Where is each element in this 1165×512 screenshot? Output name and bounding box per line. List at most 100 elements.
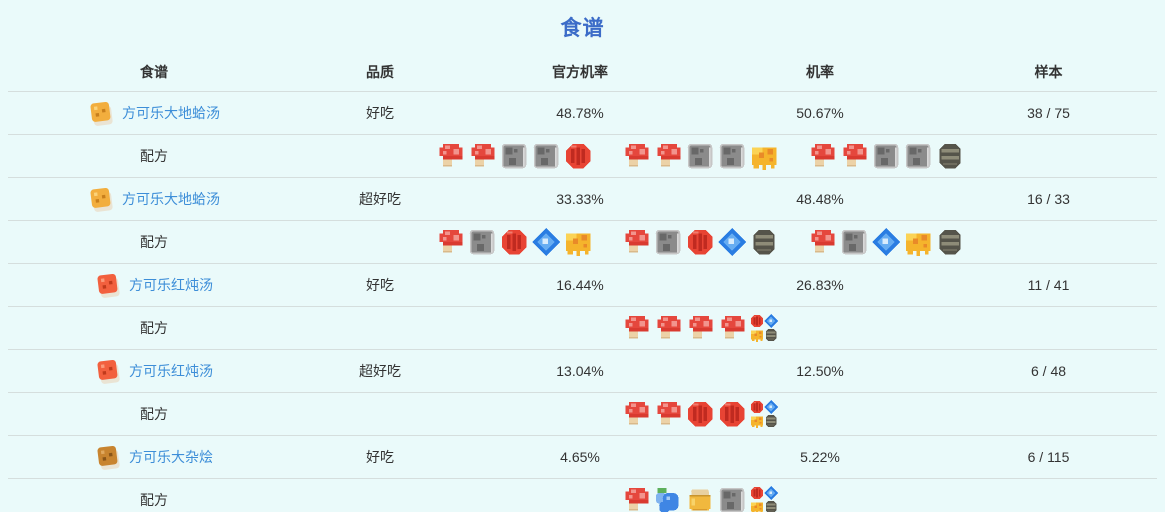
red-berry-icon[interactable] — [686, 228, 714, 256]
gem-icon[interactable] — [718, 228, 746, 256]
combo-icon[interactable] — [750, 486, 778, 512]
slab-icon[interactable] — [904, 142, 932, 170]
dish-red-icon[interactable] — [95, 272, 122, 299]
recipe-row: 方可乐大地蛤汤 好吃 48.78% 50.67% 38 / 75 — [8, 91, 1157, 135]
mushroom-icon[interactable] — [654, 400, 682, 428]
formula-row: 配方 — [8, 478, 1157, 512]
quality-cell: 超好吃 — [300, 177, 460, 221]
empty-sample-cell — [940, 478, 1157, 512]
ingredients-cell — [460, 392, 940, 436]
dish-orange-icon[interactable] — [88, 100, 115, 127]
combo-icon[interactable] — [750, 314, 778, 342]
formula-label: 配方 — [140, 406, 168, 422]
slab-icon[interactable] — [718, 142, 746, 170]
ingredients-cell — [460, 306, 940, 350]
empty-quality-cell — [300, 392, 460, 436]
recipe-link[interactable]: 方可乐大杂烩 — [129, 449, 213, 465]
blueberry-icon[interactable] — [654, 486, 682, 512]
slab-icon[interactable] — [686, 142, 714, 170]
recipe-link[interactable]: 方可乐大地蛤汤 — [122, 105, 220, 121]
empty-quality-cell — [300, 478, 460, 512]
column-header-official: 官方机率 — [460, 54, 700, 92]
coal-icon[interactable] — [936, 142, 964, 170]
gem-icon[interactable] — [872, 228, 900, 256]
recipe-name-cell: 方可乐红炖汤 — [8, 349, 300, 393]
mushroom-icon[interactable] — [808, 142, 836, 170]
recipe-name-cell: 方可乐红炖汤 — [8, 263, 300, 307]
red-berry-icon[interactable] — [564, 142, 592, 170]
recipe-link[interactable]: 方可乐红炖汤 — [129, 277, 213, 293]
slab-icon[interactable] — [654, 228, 682, 256]
page-title: 食谱 — [560, 17, 605, 40]
recipe-row: 方可乐红炖汤 超好吃 13.04% 12.50% 6 / 48 — [8, 349, 1157, 393]
mushroom-icon[interactable] — [840, 142, 868, 170]
rate-cell: 5.22% — [700, 435, 940, 479]
pot-icon[interactable] — [686, 486, 714, 512]
dish-brown-icon[interactable] — [95, 444, 122, 471]
mushroom-icon[interactable] — [436, 142, 464, 170]
official-rate-cell: 33.33% — [460, 177, 700, 221]
mushroom-icon[interactable] — [622, 142, 650, 170]
mushroom-icon[interactable] — [622, 228, 650, 256]
coal-icon[interactable] — [936, 228, 964, 256]
ingredient-group — [622, 314, 778, 342]
slab-icon[interactable] — [872, 142, 900, 170]
rate-cell: 50.67% — [700, 91, 940, 135]
red-berry-icon[interactable] — [718, 400, 746, 428]
mushroom-icon[interactable] — [808, 228, 836, 256]
mushroom-icon[interactable] — [622, 314, 650, 342]
mushroom-icon[interactable] — [654, 314, 682, 342]
empty-sample-cell — [940, 134, 1157, 178]
mushroom-icon[interactable] — [436, 228, 464, 256]
recipe-link[interactable]: 方可乐红炖汤 — [129, 363, 213, 379]
rate-cell: 12.50% — [700, 349, 940, 393]
coal-icon[interactable] — [750, 228, 778, 256]
official-rate-cell: 4.65% — [460, 435, 700, 479]
formula-label-cell: 配方 — [8, 220, 300, 264]
formula-row: 配方 — [8, 392, 1157, 436]
slab-icon[interactable] — [468, 228, 496, 256]
honey-icon[interactable] — [750, 142, 778, 170]
honey-icon[interactable] — [564, 228, 592, 256]
empty-quality-cell — [300, 134, 460, 178]
mushroom-icon[interactable] — [468, 142, 496, 170]
mushroom-icon[interactable] — [654, 142, 682, 170]
slab-icon[interactable] — [532, 142, 560, 170]
mushroom-icon[interactable] — [686, 314, 714, 342]
mushroom-icon[interactable] — [718, 314, 746, 342]
honey-icon[interactable] — [904, 228, 932, 256]
slab-icon[interactable] — [500, 142, 528, 170]
ingredient-group — [622, 400, 778, 428]
combo-icon[interactable] — [750, 400, 778, 428]
mushroom-icon[interactable] — [622, 486, 650, 512]
formula-label: 配方 — [140, 148, 168, 164]
ingredient-group — [622, 228, 778, 256]
ingredients-cell — [460, 134, 940, 178]
slab-icon[interactable] — [840, 228, 868, 256]
quality-cell: 超好吃 — [300, 349, 460, 393]
quality-cell: 好吃 — [300, 263, 460, 307]
red-berry-icon[interactable] — [686, 400, 714, 428]
rate-cell: 48.48% — [700, 177, 940, 221]
ingredient-group — [436, 142, 592, 170]
recipe-name-cell: 方可乐大地蛤汤 — [8, 177, 300, 221]
formula-row: 配方 — [8, 134, 1157, 178]
empty-sample-cell — [940, 392, 1157, 436]
gem-icon[interactable] — [532, 228, 560, 256]
formula-label-cell: 配方 — [8, 478, 300, 512]
sample-cell: 16 / 33 — [940, 177, 1157, 221]
empty-sample-cell — [940, 220, 1157, 264]
dish-red-icon[interactable] — [95, 358, 122, 385]
column-header-quality: 品质 — [300, 54, 460, 92]
formula-row: 配方 — [8, 220, 1157, 264]
column-header-recipe: 食谱 — [8, 54, 300, 92]
red-berry-icon[interactable] — [500, 228, 528, 256]
slab-icon[interactable] — [718, 486, 746, 512]
recipe-table: 食谱 品质 官方机率 机率 样本 方可乐大地蛤汤 好吃 48.78% 50.67% 38 / 7… — [8, 54, 1157, 512]
quality-cell: 好吃 — [300, 91, 460, 135]
recipe-link[interactable]: 方可乐大地蛤汤 — [122, 191, 220, 207]
dish-orange-icon[interactable] — [88, 186, 115, 213]
mushroom-icon[interactable] — [622, 400, 650, 428]
rate-cell: 26.83% — [700, 263, 940, 307]
recipe-row: 方可乐大地蛤汤 超好吃 33.33% 48.48% 16 / 33 — [8, 177, 1157, 221]
